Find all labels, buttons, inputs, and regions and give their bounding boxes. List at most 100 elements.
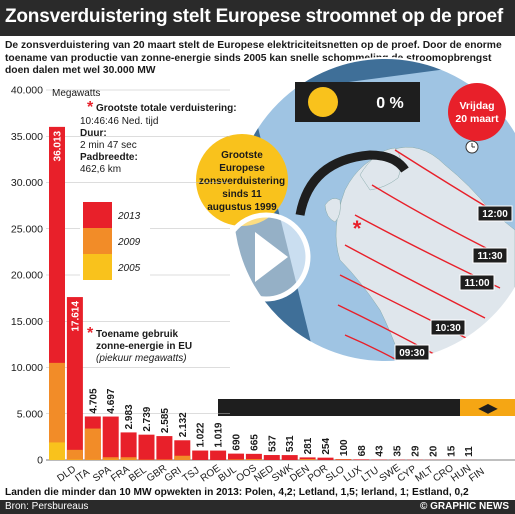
time-slider[interactable]: ◀▶ bbox=[218, 399, 515, 416]
eclipse-info-star: * bbox=[87, 99, 94, 116]
bar-2009-bel bbox=[120, 457, 137, 460]
value-label-ned: 665 bbox=[249, 434, 260, 451]
bar-2013-bul bbox=[210, 450, 227, 460]
title-bar bbox=[0, 0, 515, 36]
legend-label-2009: 2009 bbox=[117, 237, 141, 248]
map-globe: * 12:00 11:30 11:00 10:30 09:30 0 % Vrij… bbox=[196, 57, 515, 422]
legend: 2013 2009 2005 bbox=[80, 199, 150, 285]
bar-2013-bel bbox=[120, 432, 137, 460]
svg-text:Duur:: Duur: bbox=[80, 128, 107, 139]
y-tick-label: 30.000 bbox=[11, 177, 43, 189]
value-label-fin: 11 bbox=[464, 446, 475, 457]
svg-text:Grootste totale verduistering:: Grootste totale verduistering: bbox=[96, 103, 237, 114]
svg-text:12:00: 12:00 bbox=[482, 209, 508, 220]
eclipse-percent: 0 % bbox=[376, 95, 404, 112]
value-label-fra: 4.697 bbox=[106, 388, 117, 413]
legend-label-2013: 2013 bbox=[117, 211, 141, 222]
bar-2005-dld bbox=[49, 442, 65, 460]
page-title: Zonsverduistering stelt Europese stroomn… bbox=[5, 6, 504, 27]
bar-2013-ned bbox=[245, 453, 262, 460]
y-tick-label: 35.000 bbox=[11, 131, 43, 143]
bar-2013-por bbox=[299, 457, 316, 460]
bar-2013-gbr bbox=[138, 434, 155, 460]
y-tick-label: 5.000 bbox=[17, 408, 43, 420]
value-label-gbr: 2.739 bbox=[142, 406, 153, 431]
bar-2013-ltu bbox=[353, 459, 370, 460]
eclipse-info: * Grootste totale verduistering: 10:46:4… bbox=[80, 99, 237, 175]
bar-2009-tsj bbox=[174, 455, 191, 460]
value-label-lux: 100 bbox=[339, 439, 350, 456]
legend-swatch-2013 bbox=[83, 202, 112, 228]
y-tick-label: 10.000 bbox=[11, 362, 43, 374]
svg-text:Vrijdag: Vrijdag bbox=[459, 100, 494, 112]
y-axis-label: Megawatts bbox=[52, 88, 100, 99]
bar-2009-ita bbox=[66, 449, 83, 460]
value-label-bul: 1.019 bbox=[214, 422, 225, 447]
value-label-dld: 36.013 bbox=[53, 130, 64, 161]
svg-text:462,6 km: 462,6 km bbox=[80, 164, 121, 175]
y-tick-label: 15.000 bbox=[11, 316, 43, 328]
time-slider-fill bbox=[460, 399, 515, 416]
svg-text:zonne-energie in EU: zonne-energie in EU bbox=[96, 341, 192, 352]
date-badge bbox=[448, 83, 506, 141]
footer-bar bbox=[0, 500, 515, 514]
value-label-spa: 4.705 bbox=[88, 388, 99, 413]
britain-landmass bbox=[324, 198, 341, 223]
y-tick-label: 20.000 bbox=[11, 270, 43, 282]
legend-swatch-2009 bbox=[83, 228, 112, 254]
svg-text:09:30: 09:30 bbox=[399, 348, 425, 359]
svg-text:2 min 47 sec: 2 min 47 sec bbox=[80, 140, 137, 151]
value-label-gri: 2.585 bbox=[160, 408, 171, 433]
clock-icon bbox=[465, 140, 479, 154]
svg-text:11:30: 11:30 bbox=[477, 251, 502, 262]
bar-2013-slo bbox=[317, 457, 334, 460]
value-label-oos: 690 bbox=[232, 433, 243, 450]
source-text: Bron: Persbureaus bbox=[5, 501, 89, 512]
bar-2013-swk bbox=[263, 455, 280, 460]
bar-2009-gri bbox=[156, 459, 173, 460]
value-label-tsj: 2.132 bbox=[178, 412, 189, 437]
bar-2013-gri bbox=[156, 436, 173, 460]
bar-series: 36.013 17.614 4.705 4.697 2.983 2.739 2.585 2.1… bbox=[49, 126, 477, 460]
svg-text:11:00: 11:00 bbox=[464, 278, 489, 289]
svg-text:augustus 1999: augustus 1999 bbox=[207, 202, 277, 213]
credit-text: © GRAPHIC NEWS bbox=[419, 501, 509, 512]
time-marker-1200: 12:00 bbox=[477, 205, 513, 222]
svg-text:(piekuur megawatts): (piekuur megawatts) bbox=[96, 353, 187, 364]
svg-text:10:30: 10:30 bbox=[435, 323, 461, 334]
bar-2009-spa bbox=[84, 428, 101, 460]
play-icon bbox=[255, 232, 288, 282]
value-label-hun: 15 bbox=[446, 445, 457, 457]
intro-text: De zonsverduistering van 20 maart stelt … bbox=[5, 40, 502, 76]
value-label-por: 281 bbox=[303, 437, 314, 454]
yellow-bubble bbox=[196, 134, 288, 226]
time-marker-1100: 11:00 bbox=[459, 274, 495, 291]
x-tick-label-ita: ITA bbox=[73, 467, 92, 485]
bar-2013-tsj bbox=[174, 440, 191, 460]
bar-2013-lux bbox=[335, 459, 352, 460]
svg-text:20 maart: 20 maart bbox=[455, 113, 499, 125]
time-marker-0930: 09:30 bbox=[394, 344, 430, 361]
svg-text:Europese: Europese bbox=[219, 163, 265, 174]
value-label-ita: 17.614 bbox=[70, 301, 81, 332]
totality-path bbox=[295, 150, 409, 216]
y-tick-label: 0 bbox=[37, 455, 43, 467]
slider-arrows-icon[interactable]: ◀▶ bbox=[478, 401, 498, 415]
play-button[interactable] bbox=[221, 212, 311, 302]
eclipse-max-star: * bbox=[353, 216, 362, 241]
value-label-cyp: 35 bbox=[393, 445, 404, 457]
value-label-mlt: 29 bbox=[411, 445, 422, 457]
value-label-den: 531 bbox=[285, 435, 296, 452]
value-label-slo: 254 bbox=[321, 438, 332, 455]
bar-2013-den bbox=[281, 455, 298, 460]
value-label-bel: 2.983 bbox=[124, 404, 135, 429]
svg-text:10:46:46 Ned. tijd: 10:46:46 Ned. tijd bbox=[80, 116, 158, 127]
footnote: Landen die minder dan 10 MW opwekten in … bbox=[5, 487, 469, 498]
bar-2013-roe bbox=[192, 450, 209, 460]
svg-text:sinds 11: sinds 11 bbox=[222, 189, 262, 200]
bar-2009-fra bbox=[102, 457, 119, 460]
y-tick-label: 40.000 bbox=[11, 85, 43, 97]
time-marker-1130: 11:30 bbox=[472, 247, 508, 264]
time-marker-1030: 10:30 bbox=[430, 319, 466, 336]
